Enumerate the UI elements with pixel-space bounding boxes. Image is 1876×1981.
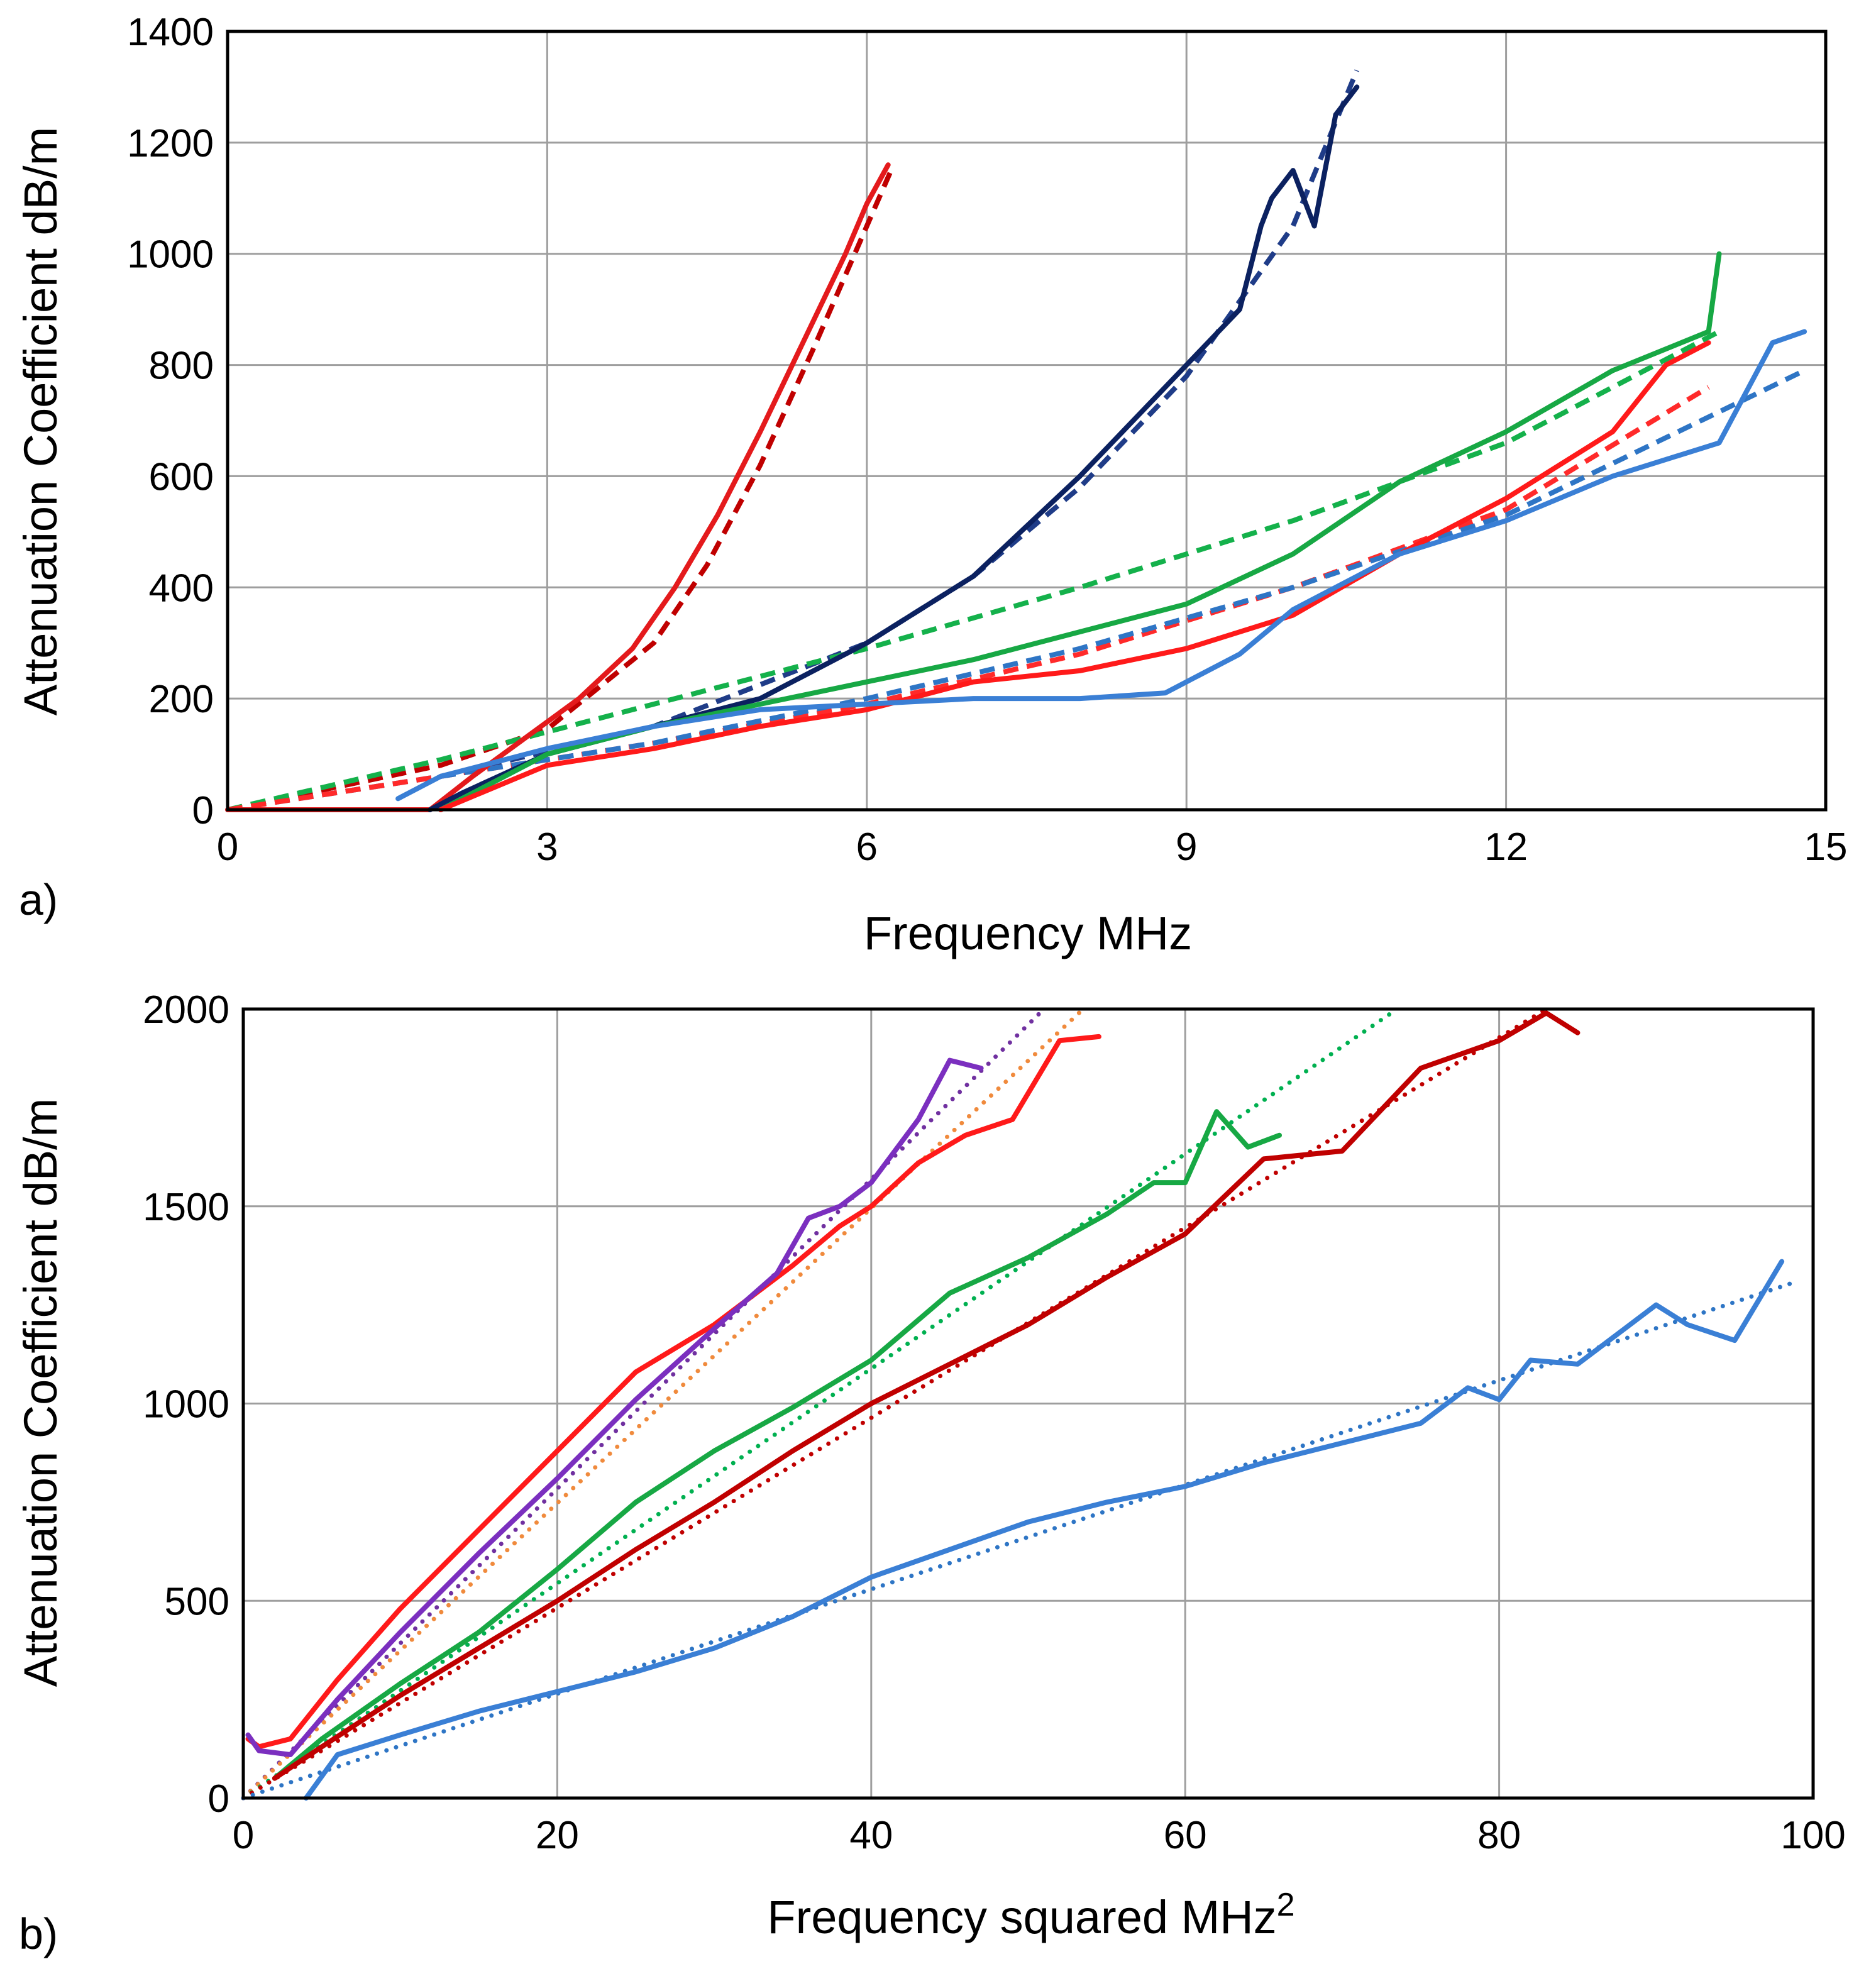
panel-label-a: a) (19, 875, 58, 924)
series-a-blue-measured (395, 329, 1807, 802)
x-tick-labels-b: 0 20 40 60 80 100 (233, 1814, 1846, 1857)
y-tick-label: 0 (192, 789, 214, 832)
series-b-orange-fit (241, 1007, 1086, 1801)
series-a-red-measured (438, 340, 1711, 812)
panel-b: 0 20 40 60 80 100 0 500 1000 1500 2000 Frequency … (14, 988, 1846, 1958)
x-tick-label: 15 (1804, 825, 1848, 869)
y-tick-label: 1000 (143, 1383, 229, 1426)
series-a-green-fit (227, 329, 1721, 812)
x-axis-title-b-superscript: 2 (1277, 1887, 1295, 1923)
panel-a: 0 3 6 9 12 15 0 200 400 600 800 1000 1200 1400 Frequ… (14, 11, 1847, 959)
y-axis-title-b: Attenuation Coefficient dB/m (14, 1098, 67, 1687)
x-tick-label: 12 (1484, 825, 1528, 869)
y-tick-label: 500 (165, 1580, 229, 1623)
series-a-red-steep-measured (225, 162, 891, 812)
x-axis-title-b: Frequency squared MHz2 (767, 1887, 1294, 1943)
series-a-red-steep-fit (227, 163, 896, 812)
series-group-a (225, 69, 1807, 812)
x-tick-labels-a: 0 3 6 9 12 15 (217, 825, 1848, 869)
x-axis-title-a: Frequency MHz (864, 907, 1192, 959)
x-tick-label: 9 (1176, 825, 1197, 869)
series-b-purple-measured (245, 1057, 984, 1757)
y-tick-label: 800 (149, 345, 214, 388)
x-tick-label: 80 (1477, 1814, 1521, 1857)
x-tick-label: 40 (849, 1814, 893, 1857)
series-b-green-measured (272, 1109, 1282, 1781)
series-a-blue-fit (440, 368, 1806, 779)
x-tick-label: 6 (856, 825, 878, 869)
y-tick-label: 1000 (127, 233, 214, 277)
series-b-dark-red-fit (241, 1007, 1548, 1801)
y-tick-labels-b: 0 500 1000 1500 2000 (143, 988, 229, 1821)
series-group-b (241, 1007, 1800, 1801)
series-b-purple-fit (241, 1007, 1046, 1801)
plot-frame-a (226, 30, 1828, 812)
y-tick-label: 1500 (143, 1186, 229, 1229)
y-tick-label: 600 (149, 455, 214, 499)
series-b-blue-fit (241, 1279, 1800, 1801)
series-b-blue-measured (303, 1259, 1785, 1801)
x-tick-label: 3 (536, 825, 558, 869)
series-b-red-measured (245, 1034, 1101, 1750)
x-tick-label: 60 (1164, 1814, 1207, 1857)
x-tick-label: 0 (233, 1814, 254, 1857)
y-tick-label: 1200 (127, 122, 214, 165)
series-a-red-fit (227, 385, 1710, 812)
x-axis-title-b-text: Frequency squared MHz (767, 1891, 1276, 1943)
y-tick-label: 1400 (127, 11, 214, 54)
y-tick-label: 200 (149, 678, 214, 721)
y-tick-label: 2000 (143, 988, 229, 1032)
series-b-dark-red-measured (272, 1010, 1581, 1781)
x-tick-label: 20 (536, 1814, 579, 1857)
y-tick-label: 0 (208, 1777, 229, 1821)
x-tick-label: 100 (1780, 1814, 1845, 1857)
grid-b (242, 1008, 1814, 1799)
series-a-green-measured (438, 251, 1722, 812)
plot-frame-b (241, 1007, 1815, 1800)
grid-a (226, 30, 1827, 811)
y-tick-label: 400 (149, 566, 214, 610)
y-axis-title-a: Attenuation Coefficient dB/m (14, 127, 67, 716)
panel-label-b: b) (19, 1909, 58, 1958)
x-tick-label: 0 (217, 825, 238, 869)
y-tick-labels-a: 0 200 400 600 800 1000 1200 1400 (127, 11, 214, 832)
